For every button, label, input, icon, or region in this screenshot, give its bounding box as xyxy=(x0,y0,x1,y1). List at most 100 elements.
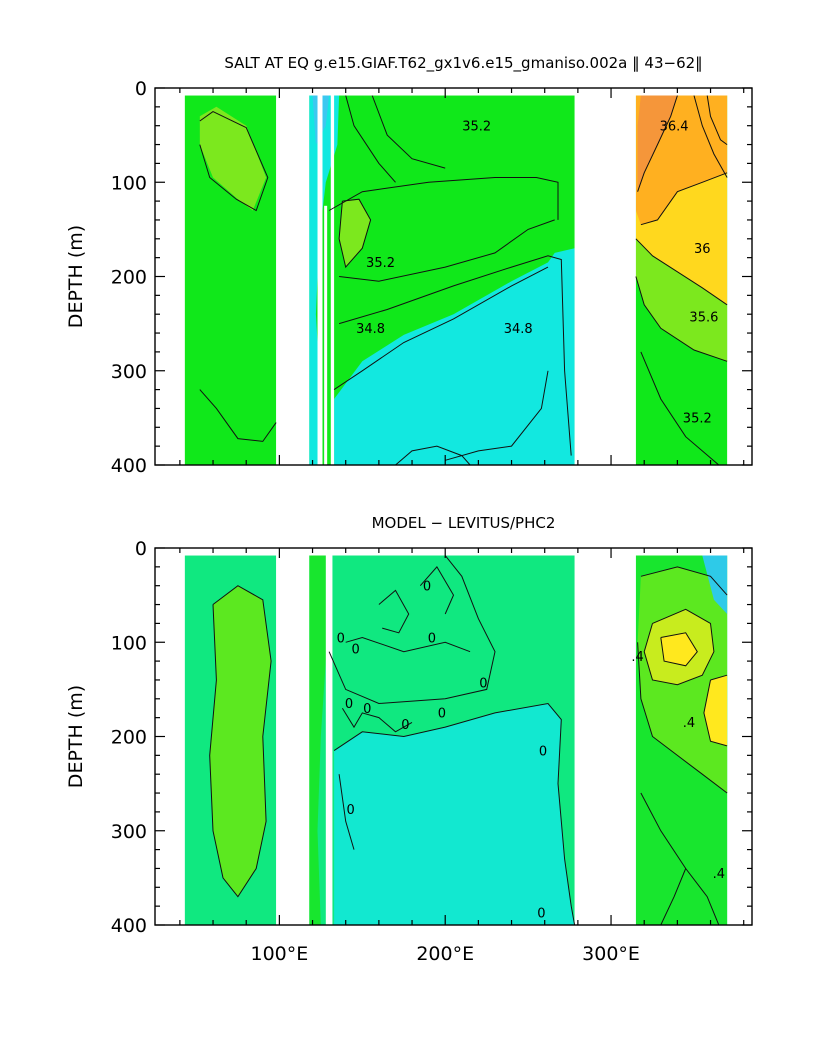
contour-line xyxy=(378,589,410,634)
contour-line xyxy=(643,608,715,686)
axes: 0 100 200 300 400 100°E 200°E 300°E xyxy=(111,538,752,965)
contour-label: .4 xyxy=(631,650,643,665)
y-tick-label: 400 xyxy=(111,915,147,937)
salinity-contour-labels: 35.2 36.4 36 35.2 35.6 34.8 34.8 35.2 xyxy=(356,119,718,426)
contour-line xyxy=(637,642,728,794)
field-salty-core xyxy=(339,199,371,268)
contour-label: 0 xyxy=(423,579,431,594)
contour-line xyxy=(209,585,272,898)
y-tick-label: 100 xyxy=(111,632,147,654)
contour-label: 35.2 xyxy=(683,412,712,427)
y-tick-label: 100 xyxy=(111,172,147,194)
contour-line xyxy=(637,95,678,192)
contour-line xyxy=(338,198,372,269)
field-atlantic-max xyxy=(660,632,698,666)
field-zero-upper xyxy=(329,555,495,704)
y-tick-label: 400 xyxy=(111,455,147,477)
contour-line xyxy=(333,702,576,925)
contour-line xyxy=(419,566,455,615)
contour-line xyxy=(635,276,728,362)
x-tick-label: 200°E xyxy=(416,943,474,965)
contour-label: 0 xyxy=(428,631,436,646)
field-atlantic-max-east xyxy=(703,675,728,746)
contour-line xyxy=(395,445,471,465)
contour-line xyxy=(640,351,720,465)
contour-line xyxy=(710,674,728,681)
chart-title: SALT AT EQ g.e15.GIAF.T62_gx1v6.e15_gman… xyxy=(224,54,702,73)
contour-label: 34.8 xyxy=(504,322,533,337)
contour-label: 0 xyxy=(363,702,371,717)
land-gap xyxy=(276,555,310,925)
y-tick-label: 300 xyxy=(111,361,147,383)
contour-line xyxy=(338,255,572,456)
field-positive-indian xyxy=(209,585,272,897)
contour-line xyxy=(371,95,446,169)
contour-line xyxy=(199,111,269,212)
contour-line xyxy=(445,370,549,461)
y-tick-label: 200 xyxy=(111,267,147,289)
contour-line xyxy=(341,707,413,733)
land-strip xyxy=(324,205,328,465)
contour-label: 0 xyxy=(352,643,360,658)
contour-line xyxy=(640,566,728,596)
land-gap xyxy=(574,555,636,925)
land-gap xyxy=(317,95,323,465)
land-gap xyxy=(574,95,636,465)
contour-line xyxy=(640,172,728,226)
contour-line xyxy=(706,95,728,146)
contour-label: 35.6 xyxy=(689,311,718,326)
contour-label: 0 xyxy=(337,631,345,646)
contour-label: 0 xyxy=(401,718,409,733)
contour-label: 0 xyxy=(537,906,545,921)
panel-salinity: SALT AT EQ g.e15.GIAF.T62_gx1v6.e15_gman… xyxy=(65,54,753,477)
land-gap xyxy=(325,555,333,925)
field-atlantic-fresh xyxy=(702,555,728,614)
contour-line xyxy=(693,95,728,178)
contour-label: 0 xyxy=(539,744,547,759)
land-gap xyxy=(276,95,310,465)
difference-field xyxy=(184,555,728,925)
x-tick-label: 300°E xyxy=(582,943,640,965)
contour-label: 35.2 xyxy=(366,256,395,271)
chart-title: MODEL − LEVITUS/PHC2 xyxy=(372,514,556,532)
contour-line xyxy=(660,632,698,667)
salinity-contours xyxy=(199,95,728,465)
y-tick-label: 0 xyxy=(135,78,147,100)
difference-contours xyxy=(209,555,728,925)
contour-label: 0 xyxy=(479,676,487,691)
field-fresh-west xyxy=(309,95,340,465)
field-negative xyxy=(334,703,575,925)
contour-label: 35.2 xyxy=(462,119,491,134)
field-salty-west xyxy=(199,106,267,211)
contour-line xyxy=(328,555,496,705)
axes: 0 100 200 300 400 xyxy=(111,78,752,477)
contour-label: 36 xyxy=(694,242,711,257)
contour-line xyxy=(328,177,559,220)
y-tick-label: 200 xyxy=(111,727,147,749)
contour-label: .4 xyxy=(683,716,695,731)
y-axis-label: DEPTH (m) xyxy=(65,685,87,788)
salinity-field xyxy=(184,95,728,465)
contour-label: 0 xyxy=(345,697,353,712)
field-atlantic-mid xyxy=(635,238,728,362)
land-gap xyxy=(330,95,335,465)
contour-line xyxy=(339,219,555,282)
contour-line xyxy=(333,266,549,391)
contour-label: 0 xyxy=(438,707,446,722)
y-tick-label: 300 xyxy=(111,821,147,843)
contour-label: 34.8 xyxy=(356,322,385,337)
y-tick-label: 0 xyxy=(135,538,147,560)
contour-label: 0 xyxy=(347,803,355,818)
contour-line xyxy=(345,95,396,183)
y-axis-label: DEPTH (m) xyxy=(65,225,87,328)
contour-label: .4 xyxy=(713,867,725,882)
contour-line xyxy=(199,389,277,442)
contour-line xyxy=(338,774,355,850)
contour-label: 36.4 xyxy=(660,119,689,134)
contour-line xyxy=(660,868,687,925)
contour-line xyxy=(345,636,471,653)
contour-line xyxy=(635,238,728,306)
